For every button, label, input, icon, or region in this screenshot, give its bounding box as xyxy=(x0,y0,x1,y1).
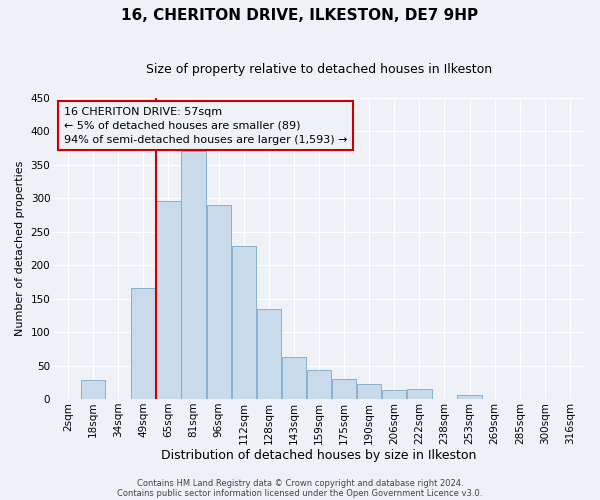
Text: 16, CHERITON DRIVE, ILKESTON, DE7 9HP: 16, CHERITON DRIVE, ILKESTON, DE7 9HP xyxy=(121,8,479,22)
Text: Contains HM Land Registry data © Crown copyright and database right 2024.: Contains HM Land Registry data © Crown c… xyxy=(137,478,463,488)
Bar xyxy=(181,151,206,399)
Bar xyxy=(232,246,256,399)
Bar xyxy=(157,202,181,399)
Title: Size of property relative to detached houses in Ilkeston: Size of property relative to detached ho… xyxy=(146,62,492,76)
Bar xyxy=(457,395,482,399)
Bar xyxy=(131,288,155,399)
Bar xyxy=(81,380,106,399)
Bar xyxy=(332,379,356,399)
Bar xyxy=(282,358,306,399)
Bar xyxy=(206,206,231,399)
Bar xyxy=(382,390,406,399)
Y-axis label: Number of detached properties: Number of detached properties xyxy=(15,160,25,336)
Bar xyxy=(257,308,281,399)
X-axis label: Distribution of detached houses by size in Ilkeston: Distribution of detached houses by size … xyxy=(161,450,477,462)
Text: Contains public sector information licensed under the Open Government Licence v3: Contains public sector information licen… xyxy=(118,488,482,498)
Text: 16 CHERITON DRIVE: 57sqm
← 5% of detached houses are smaller (89)
94% of semi-de: 16 CHERITON DRIVE: 57sqm ← 5% of detache… xyxy=(64,106,347,144)
Bar xyxy=(307,370,331,399)
Bar xyxy=(357,384,382,399)
Bar xyxy=(407,389,431,399)
